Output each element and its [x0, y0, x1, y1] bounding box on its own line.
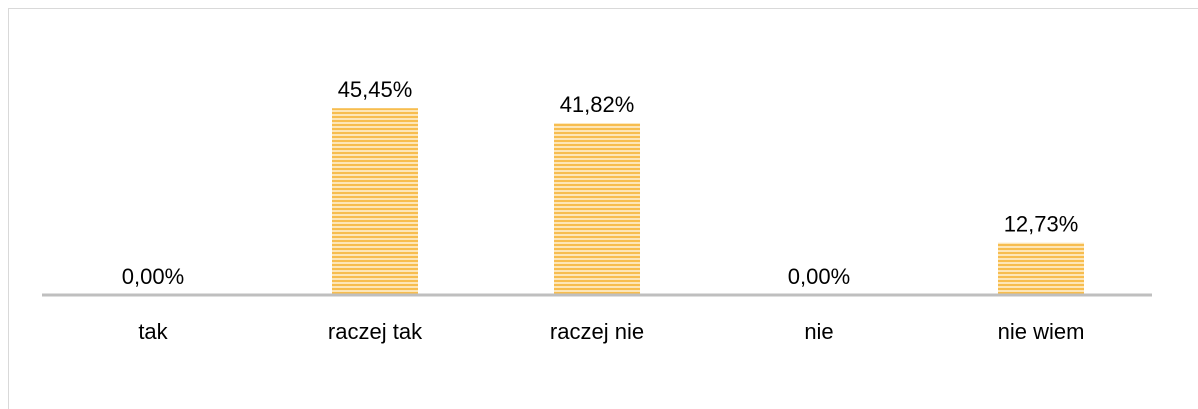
value-label: 0,00%: [788, 264, 850, 289]
bar: [998, 242, 1084, 295]
x-tick-label: raczej tak: [328, 319, 423, 344]
chart-frame: [8, 8, 1198, 409]
value-label: 12,73%: [1004, 211, 1079, 236]
value-label: 0,00%: [122, 264, 184, 289]
x-tick-label: raczej nie: [550, 319, 644, 344]
x-tick-label: tak: [138, 319, 168, 344]
bar: [554, 123, 640, 295]
x-tick-label: nie wiem: [998, 319, 1085, 344]
x-tick-label: nie: [804, 319, 833, 344]
value-label: 41,82%: [560, 92, 635, 117]
value-label: 45,45%: [338, 77, 413, 102]
bar: [332, 108, 418, 295]
